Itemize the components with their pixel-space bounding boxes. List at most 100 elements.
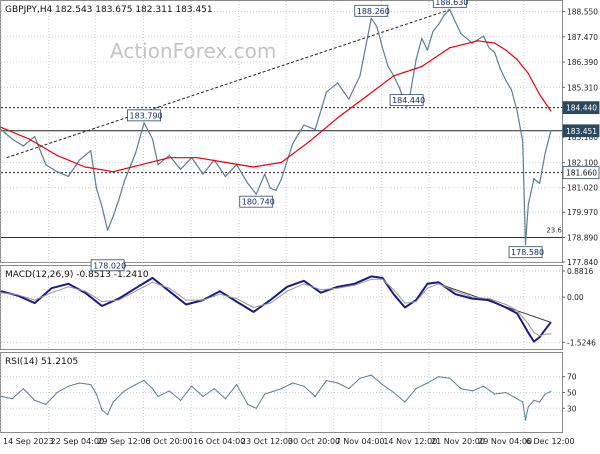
x-tick-label: 7 Nov 04:00	[336, 437, 385, 446]
data-point	[516, 309, 518, 312]
data-point	[213, 387, 215, 390]
data-point	[219, 290, 221, 292]
data-point	[78, 159, 81, 161]
data-point	[387, 65, 389, 68]
data-point	[269, 299, 271, 301]
data-point	[143, 380, 145, 382]
data-point	[471, 390, 473, 392]
data-point	[505, 79, 507, 82]
x-tick-label: 14 Sep 2023	[3, 437, 54, 446]
data-point	[123, 180, 126, 182]
data-point	[533, 178, 535, 180]
x-tick-label: 29 Nov 04:00	[478, 437, 532, 446]
data-point	[143, 122, 145, 124]
data-point	[415, 300, 417, 303]
data-point	[421, 37, 423, 40]
data-point	[314, 395, 316, 398]
data-point	[415, 58, 417, 61]
data-point	[101, 409, 103, 411]
data-point	[432, 30, 434, 33]
data-point	[255, 407, 257, 409]
data-point	[337, 382, 339, 384]
data-point	[398, 86, 400, 89]
level-label: 184.440	[566, 104, 597, 113]
data-point	[22, 387, 25, 390]
watermark: ActionForex.com	[110, 39, 276, 63]
data-point	[292, 143, 294, 145]
data-point	[426, 287, 428, 289]
data-point	[202, 395, 204, 398]
data-point	[280, 178, 283, 180]
y-tick-label: 0.00	[567, 293, 584, 302]
data-point	[527, 72, 529, 75]
data-point	[415, 299, 417, 301]
data-point	[494, 51, 496, 54]
data-point	[185, 299, 187, 301]
data-point	[151, 387, 154, 390]
data-point	[505, 391, 507, 394]
data-point	[365, 96, 367, 98]
data-point	[460, 387, 462, 390]
data-point	[252, 311, 255, 313]
data-point	[381, 277, 384, 279]
data-point	[264, 393, 266, 395]
data-point	[157, 164, 159, 166]
data-point	[50, 292, 53, 294]
data-point	[303, 124, 305, 126]
price-annotation-box	[508, 246, 543, 259]
data-point	[11, 398, 13, 400]
data-point	[95, 187, 97, 189]
data-point	[269, 302, 271, 304]
price-annotation-box	[90, 259, 125, 272]
series-line-price-ma	[0, 40, 552, 173]
x-tick-label: 29 Sep 12:00	[97, 437, 150, 446]
data-point	[524, 419, 527, 421]
price-annotation-box	[432, 0, 467, 9]
data-point	[533, 399, 535, 401]
data-point	[544, 152, 546, 154]
data-point	[538, 182, 541, 185]
data-point	[45, 164, 47, 166]
data-point	[538, 336, 541, 338]
data-point	[471, 298, 473, 300]
y-tick-label: 185.310	[567, 83, 598, 92]
data-point	[90, 384, 92, 386]
price-annotation-label: 183.790	[130, 111, 163, 120]
data-point	[505, 49, 507, 51]
data-point	[381, 384, 384, 386]
data-point	[404, 306, 406, 309]
data-point	[482, 385, 485, 387]
data-point	[516, 58, 518, 61]
data-point	[123, 390, 126, 392]
data-point	[118, 199, 120, 201]
data-point	[34, 302, 36, 304]
data-point	[437, 23, 440, 25]
data-point	[393, 293, 395, 295]
data-point	[320, 289, 322, 291]
x-tick-label: 21 Nov 20:00	[431, 437, 485, 446]
y-tick-label: 182.100	[567, 158, 598, 167]
data-point	[353, 283, 356, 285]
data-point	[393, 391, 395, 394]
data-point	[34, 399, 36, 401]
data-point	[185, 303, 187, 306]
data-point	[202, 173, 204, 175]
data-point	[409, 91, 412, 93]
data-point	[67, 175, 69, 178]
price-annotation-label: 180.740	[242, 198, 275, 207]
data-point	[437, 376, 440, 378]
price-annotation-label: 184.440	[392, 96, 425, 105]
data-point	[95, 393, 97, 395]
data-point	[522, 401, 524, 403]
data-point	[348, 387, 350, 390]
data-point	[527, 406, 529, 408]
data-point	[236, 384, 238, 386]
data-point	[370, 17, 372, 19]
level-label: 181.660	[566, 169, 597, 178]
data-point	[202, 299, 204, 301]
data-point	[280, 161, 283, 163]
x-tick-label: 6 Dec 12:00	[526, 437, 575, 446]
data-point	[494, 393, 496, 395]
